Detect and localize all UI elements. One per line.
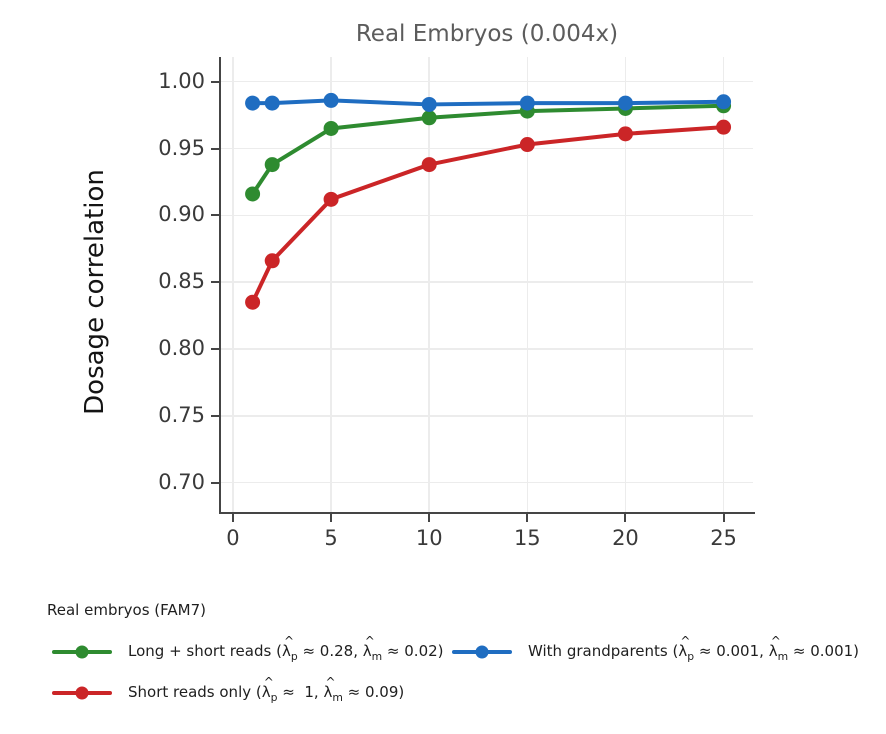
legend-item-long-short-reads: Long + short reads (^ λp ≈ 0.28, ^ λm ≈ 0.… xyxy=(52,633,444,667)
y-tick-mark xyxy=(211,281,219,284)
series-line-with-grandparents xyxy=(250,98,726,107)
hat-accent: ^ xyxy=(325,674,336,689)
x-tick-label: 10 xyxy=(415,526,443,550)
x-tick-mark xyxy=(428,514,431,522)
x-tick-label: 5 xyxy=(324,526,338,550)
lambda-hat-m: ^ λm xyxy=(323,674,343,704)
gridline-horizontal xyxy=(221,281,753,283)
data-point-short-reads-only xyxy=(617,126,633,142)
data-point-with-grandparents xyxy=(323,92,339,108)
y-tick-label: 0.70 xyxy=(158,469,205,494)
gridline-horizontal xyxy=(221,481,753,484)
y-tick-mark xyxy=(211,214,219,217)
hat-accent: ^ xyxy=(680,633,691,648)
y-tick-label: 0.90 xyxy=(158,202,205,227)
data-point-with-grandparents xyxy=(716,94,732,110)
legend-item-short-reads-only: Short reads only (^ λp ≈ 1, ^ λm ≈ 0.09) xyxy=(52,674,405,708)
gridline-horizontal xyxy=(221,348,753,350)
gridline-vertical xyxy=(330,57,332,512)
y-tick-mark xyxy=(211,147,219,150)
chart-title: Real Embryos (0.004x) xyxy=(355,21,619,47)
x-tick-mark xyxy=(624,514,627,522)
data-point-with-grandparents xyxy=(245,95,261,111)
series-line-long-short-reads xyxy=(250,103,726,196)
y-tick-mark xyxy=(211,414,219,417)
y-tick-label: 0.95 xyxy=(158,135,205,160)
y-tick-mark xyxy=(211,80,219,83)
y-tick-label: 0.85 xyxy=(158,269,205,294)
data-point-short-reads-only xyxy=(519,137,535,153)
x-tick-mark xyxy=(526,514,529,522)
x-tick-label: 15 xyxy=(513,526,541,550)
series-layer xyxy=(245,92,732,310)
x-tick-label: 20 xyxy=(612,526,639,550)
y-tick-label: 0.80 xyxy=(158,335,205,360)
data-point-long-short-reads xyxy=(421,110,437,126)
gridline-vertical xyxy=(722,57,725,512)
legend-item-label: With grandparents (^ λp ≈ 0.001, ^ λm ≈ 0.… xyxy=(528,633,860,663)
lambda-hat-p: ^ λp xyxy=(281,633,298,663)
series-line-short-reads-only xyxy=(250,125,726,305)
legend-dot xyxy=(75,686,89,700)
gridline-vertical xyxy=(232,57,234,512)
data-point-long-short-reads xyxy=(323,120,339,136)
legend-item-label: Long + short reads (^ λp ≈ 0.28, ^ λm ≈ 0.… xyxy=(128,633,444,663)
y-tick-mark xyxy=(211,481,219,484)
hat-accent: ^ xyxy=(364,633,375,648)
gridline-vertical xyxy=(624,57,627,512)
y-axis-line xyxy=(219,57,221,514)
hat-accent: ^ xyxy=(263,674,274,689)
y-tick-label: 1.00 xyxy=(158,68,205,93)
x-tick-label: 0 xyxy=(226,526,240,550)
gridline-horizontal xyxy=(221,80,753,83)
data-point-short-reads-only xyxy=(264,253,280,269)
data-point-short-reads-only xyxy=(716,119,732,135)
gridline-horizontal xyxy=(221,147,753,150)
data-point-short-reads-only xyxy=(421,157,437,173)
x-tick-mark xyxy=(722,514,725,522)
lambda-hat-m: ^ λm xyxy=(362,633,383,663)
x-tick-mark xyxy=(330,514,333,522)
lambda-hat-m: ^ λm xyxy=(768,633,789,663)
y-tick-label: 0.75 xyxy=(158,402,205,427)
y-tick-mark xyxy=(211,347,219,350)
data-point-with-grandparents xyxy=(519,95,535,111)
x-tick-label: 25 xyxy=(710,526,737,550)
x-tick-mark xyxy=(231,514,234,522)
hat-accent: ^ xyxy=(770,633,781,648)
data-point-long-short-reads xyxy=(245,186,261,202)
data-point-with-grandparents xyxy=(264,95,280,111)
legend-line-sample xyxy=(52,686,112,700)
x-axis-line xyxy=(219,512,755,514)
legend-dot xyxy=(75,645,89,659)
gridline-vertical xyxy=(526,57,529,512)
legend-title: Real embryos (FAM7) xyxy=(47,601,206,619)
data-point-with-grandparents xyxy=(617,95,633,111)
legend-line-sample xyxy=(52,645,112,659)
gridline-horizontal xyxy=(221,415,753,417)
legend-dot xyxy=(475,645,489,659)
legend-item-label: Short reads only (^ λp ≈ 1, ^ λm ≈ 0.09) xyxy=(128,674,405,704)
gridline-horizontal xyxy=(221,214,753,217)
lambda-hat-p: ^ λp xyxy=(261,674,278,704)
gridline-vertical xyxy=(428,57,430,512)
data-point-long-short-reads xyxy=(264,157,280,173)
data-point-short-reads-only xyxy=(323,191,339,207)
legend-item-with-grandparents: With grandparents (^ λp ≈ 0.001, ^ λm ≈ 0.… xyxy=(452,633,860,667)
data-point-with-grandparents xyxy=(421,96,437,112)
data-point-short-reads-only xyxy=(245,294,261,310)
legend-line-sample xyxy=(452,645,512,659)
hat-accent: ^ xyxy=(283,633,294,648)
lambda-hat-p: ^ λp xyxy=(678,633,695,663)
